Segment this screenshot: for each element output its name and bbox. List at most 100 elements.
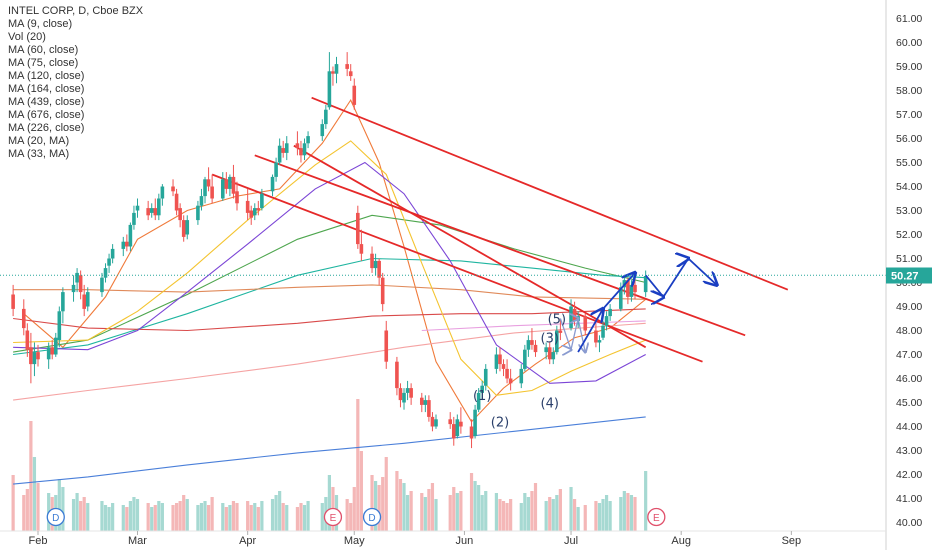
volume-bar bbox=[206, 505, 211, 531]
drawings[interactable] bbox=[559, 259, 717, 353]
candle-body bbox=[476, 392, 481, 410]
candle-body bbox=[157, 198, 161, 216]
volume-bar bbox=[75, 493, 79, 531]
volume-bar bbox=[327, 475, 331, 531]
volume-bar bbox=[253, 503, 257, 531]
volume-bar bbox=[395, 471, 399, 531]
y-tick-label: 59.00 bbox=[896, 61, 922, 73]
y-tick-label: 42.00 bbox=[896, 469, 922, 481]
candle-body bbox=[46, 347, 51, 360]
candle-body bbox=[533, 344, 538, 353]
x-tick-label: Apr bbox=[239, 535, 256, 547]
event-marker-label: D bbox=[368, 513, 375, 524]
y-tick-label: 61.00 bbox=[896, 13, 922, 25]
candle-body bbox=[100, 277, 104, 293]
legend: INTEL CORP, D, Cboe BZX MA (9, close) Vo… bbox=[8, 5, 144, 160]
candle-body bbox=[569, 306, 573, 329]
volume-bar bbox=[295, 507, 300, 531]
candle-body bbox=[274, 162, 278, 177]
channel-line[interactable] bbox=[211, 173, 703, 363]
candle-body bbox=[558, 330, 563, 333]
candle-body bbox=[224, 179, 229, 189]
legend-item: MA (120, close) bbox=[8, 70, 84, 82]
candle-body bbox=[519, 368, 524, 384]
x-axis[interactable]: Feb Mar Apr May Jun Jul Aug Sep bbox=[29, 531, 802, 547]
ma-line bbox=[13, 322, 646, 401]
volume-bar bbox=[601, 499, 605, 531]
volume-bar bbox=[544, 501, 548, 531]
volume-bar bbox=[480, 495, 484, 531]
volume-bar bbox=[434, 499, 438, 531]
candle-body bbox=[551, 352, 556, 360]
candle-body bbox=[128, 224, 133, 247]
volume-bar bbox=[420, 493, 424, 531]
candle-body bbox=[505, 368, 509, 379]
legend-item: Vol (20) bbox=[8, 31, 46, 43]
candle-body bbox=[260, 193, 264, 209]
x-tick-label: Feb bbox=[29, 535, 48, 547]
y-tick-label: 44.00 bbox=[896, 421, 922, 433]
event-marker-circle[interactable] bbox=[323, 507, 343, 527]
candle-body bbox=[196, 205, 200, 221]
volume-bar bbox=[459, 491, 463, 531]
volume-bar bbox=[281, 503, 285, 531]
volume-bar bbox=[608, 501, 612, 531]
y-tick-label: 41.00 bbox=[896, 493, 922, 505]
volume-bar bbox=[384, 457, 388, 531]
candle-body bbox=[430, 416, 435, 427]
volume-bar bbox=[22, 495, 26, 531]
legend-title: INTEL CORP, D, Cboe BZX bbox=[8, 5, 144, 17]
event-marker-circle[interactable] bbox=[46, 507, 65, 527]
projection-arrow[interactable] bbox=[645, 259, 717, 297]
y-tick-label: 43.00 bbox=[896, 445, 922, 457]
event-marker-circle[interactable] bbox=[362, 507, 382, 527]
candle-body bbox=[21, 308, 26, 329]
event-marker-circle[interactable] bbox=[647, 507, 666, 527]
wave-label: (4) bbox=[541, 396, 559, 411]
volume-bar bbox=[509, 499, 513, 531]
candle-body bbox=[377, 260, 381, 278]
candle-body bbox=[547, 347, 552, 360]
candle-body bbox=[451, 424, 456, 439]
channel-line[interactable] bbox=[254, 154, 746, 337]
volume-bar bbox=[356, 399, 360, 531]
candle-body bbox=[110, 248, 115, 259]
y-tick-label: 52.00 bbox=[896, 229, 922, 241]
candle-body bbox=[483, 368, 488, 386]
volume-bar bbox=[629, 495, 634, 531]
volume-bar bbox=[359, 451, 363, 531]
candle-body bbox=[629, 284, 634, 297]
volume-bar bbox=[604, 495, 609, 531]
candle-body bbox=[281, 148, 285, 153]
legend-item: MA (676, close) bbox=[8, 109, 84, 121]
candle-body bbox=[245, 200, 250, 213]
volume-bar bbox=[523, 493, 527, 531]
volume-bar bbox=[597, 503, 602, 531]
x-tick-label: May bbox=[344, 535, 365, 547]
volume-bar bbox=[174, 503, 179, 531]
volume-bar bbox=[160, 503, 164, 531]
y-tick-label: 46.00 bbox=[896, 373, 922, 385]
candle-body bbox=[434, 419, 438, 427]
candle-body bbox=[252, 208, 257, 216]
volume-bar bbox=[32, 457, 37, 531]
candle-body bbox=[501, 364, 506, 369]
y-tick-label: 51.00 bbox=[896, 253, 922, 265]
volume-bar bbox=[551, 499, 555, 531]
hindsight-arrow[interactable] bbox=[559, 319, 585, 353]
candle-body bbox=[235, 191, 239, 204]
candle-body bbox=[601, 325, 605, 338]
last-price-value: 50.27 bbox=[891, 270, 919, 282]
event-marker-label: D bbox=[52, 513, 59, 524]
volume-bar bbox=[619, 497, 623, 531]
volume-bar bbox=[473, 481, 477, 531]
volume-bar bbox=[57, 479, 61, 531]
volume-bar bbox=[210, 497, 214, 531]
impulse-arrow[interactable] bbox=[577, 273, 635, 353]
legend-item: MA (60, close) bbox=[8, 44, 78, 56]
volume-bar bbox=[349, 503, 353, 531]
volume-bar bbox=[249, 505, 253, 531]
volume-bar bbox=[569, 487, 573, 531]
